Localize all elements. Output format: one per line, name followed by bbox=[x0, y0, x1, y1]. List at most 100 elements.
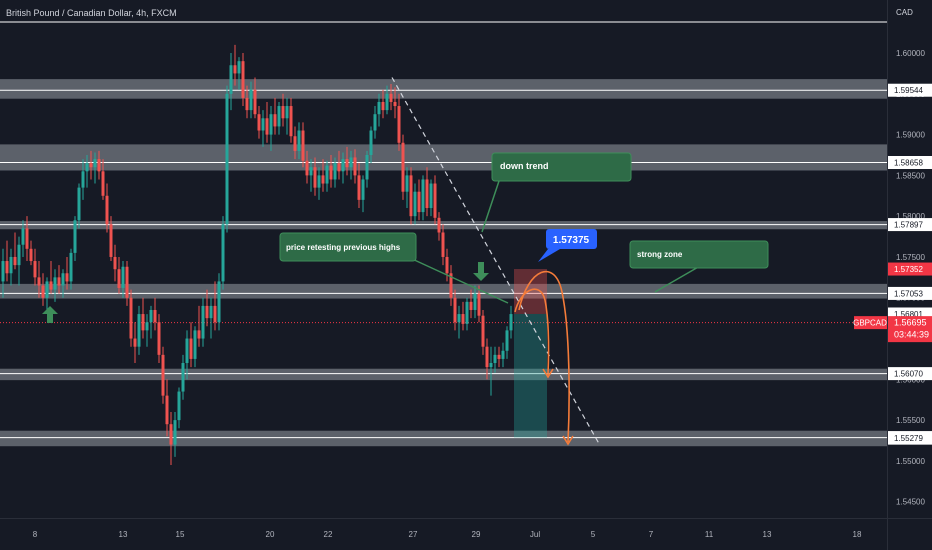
candle-body bbox=[277, 106, 281, 127]
callout-strong-zone-text: strong zone bbox=[637, 250, 683, 259]
candle-body bbox=[281, 106, 285, 119]
candle bbox=[181, 354, 185, 400]
support-resistance-zone[interactable] bbox=[0, 283, 887, 299]
candle bbox=[133, 322, 137, 364]
candle bbox=[309, 159, 313, 192]
candle bbox=[81, 159, 85, 200]
x-tick-label: 8 bbox=[33, 530, 38, 539]
down-trendline[interactable] bbox=[391, 77, 601, 446]
candle-body bbox=[253, 89, 257, 115]
candle-body bbox=[213, 305, 217, 323]
candle-body bbox=[125, 266, 129, 298]
candle-body bbox=[369, 130, 373, 155]
candle-body bbox=[393, 101, 397, 107]
candle-body bbox=[257, 114, 261, 131]
candle bbox=[241, 53, 245, 107]
support-resistance-zone[interactable] bbox=[0, 368, 887, 381]
candle bbox=[125, 261, 129, 306]
support-resistance-zone[interactable] bbox=[0, 430, 887, 447]
candle bbox=[485, 338, 489, 380]
y-tick-label: 1.55000 bbox=[896, 457, 925, 466]
candle bbox=[345, 146, 349, 176]
candle bbox=[269, 106, 273, 151]
price-label-text: 1.56070 bbox=[894, 370, 923, 379]
current-price-box bbox=[888, 316, 932, 343]
candle bbox=[57, 265, 61, 294]
candle bbox=[193, 326, 197, 368]
candle bbox=[53, 269, 57, 302]
time-axis[interactable]: 8 13 15 20 22 27 29 Jul 5 7 11 13 18 bbox=[33, 530, 862, 539]
callout-retest[interactable]: price retesting previous highs bbox=[279, 232, 509, 304]
price-label-box bbox=[888, 286, 932, 300]
candle-body bbox=[377, 101, 381, 115]
candle-body bbox=[361, 179, 365, 200]
candle-body bbox=[205, 305, 209, 319]
price-label-box bbox=[888, 367, 932, 381]
candle-body bbox=[401, 142, 405, 192]
candle bbox=[481, 309, 485, 355]
candle bbox=[85, 154, 89, 188]
candle-body bbox=[385, 93, 389, 111]
candle-body bbox=[357, 175, 361, 200]
support-resistance-zone[interactable] bbox=[0, 144, 887, 171]
candle bbox=[29, 240, 33, 266]
callout-down-trend-box bbox=[491, 152, 632, 182]
y-tick-label: 1.58500 bbox=[896, 171, 925, 180]
candle bbox=[97, 150, 101, 180]
position-reward-box bbox=[514, 313, 547, 438]
support-resistance-zone[interactable] bbox=[0, 79, 887, 99]
candle-body bbox=[321, 175, 325, 184]
candle-body bbox=[149, 309, 153, 323]
down-arrow-icon bbox=[473, 262, 489, 281]
callout-down-trend-text: down trend bbox=[500, 161, 549, 171]
candle bbox=[209, 297, 213, 339]
candle bbox=[373, 106, 377, 139]
candle bbox=[505, 326, 509, 359]
candle bbox=[409, 167, 413, 225]
candle bbox=[73, 216, 77, 262]
callout-down-trend[interactable]: down trend bbox=[481, 152, 632, 233]
candle bbox=[221, 216, 225, 290]
candle-body bbox=[241, 61, 245, 98]
candle bbox=[49, 261, 53, 294]
candle-body bbox=[37, 277, 41, 286]
candle-body bbox=[161, 354, 165, 396]
candle bbox=[161, 346, 165, 404]
candle-body bbox=[409, 175, 413, 217]
candle bbox=[265, 101, 269, 143]
candle bbox=[445, 248, 449, 282]
candle bbox=[225, 85, 229, 233]
candle-body bbox=[349, 157, 353, 168]
candle-body bbox=[105, 195, 109, 225]
candle bbox=[365, 150, 369, 188]
candle-body bbox=[293, 136, 297, 151]
candle-body bbox=[501, 350, 505, 359]
candle bbox=[393, 87, 397, 119]
candle-body bbox=[73, 220, 77, 253]
price-badge[interactable]: 1.57375 bbox=[538, 229, 597, 262]
candle bbox=[25, 216, 29, 262]
candle bbox=[405, 167, 409, 209]
price-label-text: 1.58658 bbox=[894, 158, 923, 167]
candle bbox=[145, 314, 149, 347]
x-tick-label: 20 bbox=[266, 530, 275, 539]
candle bbox=[205, 289, 209, 327]
candle bbox=[117, 256, 121, 294]
candle-body bbox=[313, 167, 317, 188]
candle-body bbox=[249, 89, 253, 111]
callout-retest-pointer bbox=[409, 257, 509, 304]
candle bbox=[41, 273, 45, 306]
candle-body bbox=[465, 301, 469, 324]
candle-body bbox=[261, 118, 265, 131]
candle bbox=[137, 305, 141, 355]
price-labels: 1.59544 1.58658 1.57897 1.57352 1.57053 1.568… bbox=[888, 83, 932, 445]
candle bbox=[257, 106, 261, 139]
callout-strong-zone[interactable]: strong zone bbox=[629, 240, 769, 293]
x-tick-label: 22 bbox=[324, 530, 333, 539]
price-label-text: 1.55279 bbox=[894, 434, 923, 443]
candle bbox=[157, 314, 161, 364]
candle bbox=[177, 387, 181, 429]
price-badge-text: 1.57375 bbox=[553, 235, 590, 246]
y-tick-label: 1.59000 bbox=[896, 131, 925, 140]
